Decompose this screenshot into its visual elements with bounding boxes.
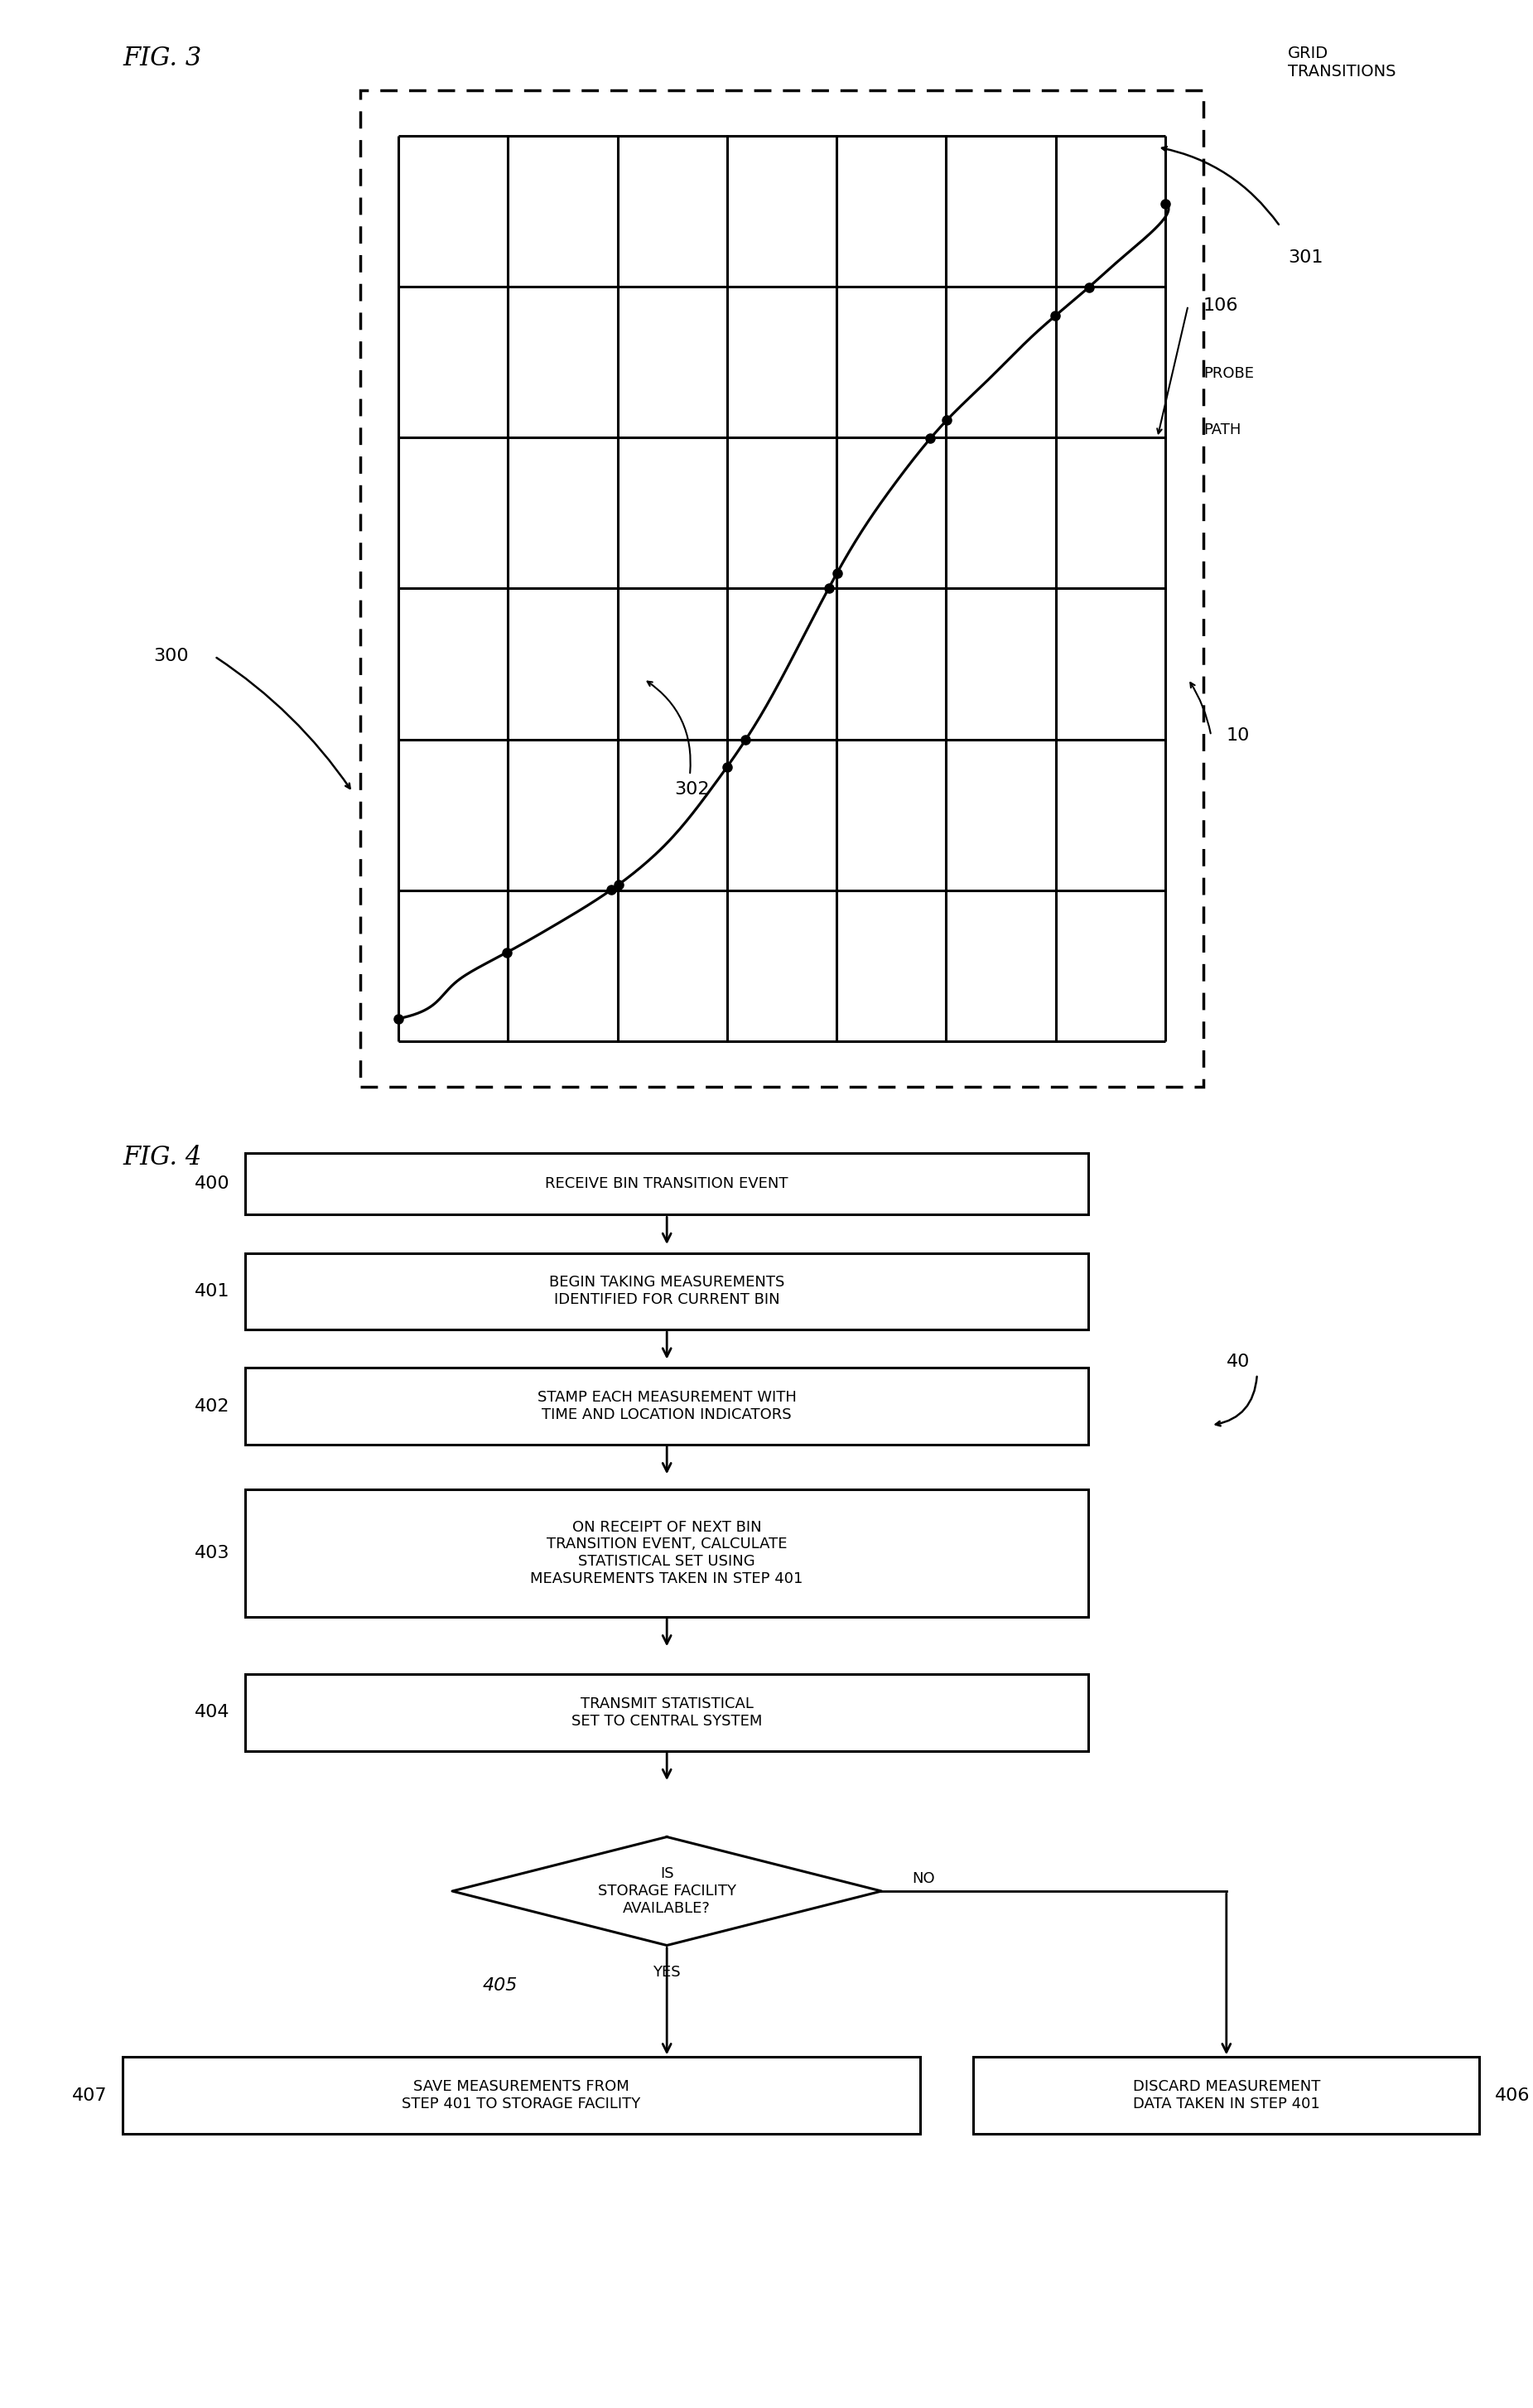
FancyBboxPatch shape [245,1252,1088,1329]
Text: SAVE MEASUREMENTS FROM
STEP 401 TO STORAGE FACILITY: SAVE MEASUREMENTS FROM STEP 401 TO STORA… [402,2078,641,2112]
Text: RECEIVE BIN TRANSITION EVENT: RECEIVE BIN TRANSITION EVENT [546,1178,788,1192]
Bar [360,92,1203,1086]
Text: NO: NO [912,1871,935,1885]
Text: 400: 400 [195,1175,230,1192]
Text: PATH: PATH [1203,424,1242,438]
Text: IS
STORAGE FACILITY
AVAILABLE?: IS STORAGE FACILITY AVAILABLE? [598,1866,736,1917]
Text: 402: 402 [195,1399,230,1413]
Text: 300: 300 [153,648,189,665]
FancyBboxPatch shape [973,2056,1479,2133]
Text: YES: YES [653,1965,681,1979]
Text: 301: 301 [1288,248,1323,265]
Text: 401: 401 [195,1283,230,1300]
Text: 407: 407 [72,2088,107,2105]
Text: GRID
TRANSITIONS: GRID TRANSITIONS [1288,46,1397,79]
Text: BEGIN TAKING MEASUREMENTS
IDENTIFIED FOR CURRENT BIN: BEGIN TAKING MEASUREMENTS IDENTIFIED FOR… [549,1276,785,1308]
FancyBboxPatch shape [245,1368,1088,1445]
Text: PROBE: PROBE [1203,366,1254,380]
Text: 406: 406 [1495,2088,1530,2105]
Text: FIG. 3: FIG. 3 [123,46,201,70]
Text: 403: 403 [195,1544,230,1560]
Text: 106: 106 [1203,296,1239,313]
Text: 404: 404 [195,1705,230,1722]
Text: STAMP EACH MEASUREMENT WITH
TIME AND LOCATION INDICATORS: STAMP EACH MEASUREMENT WITH TIME AND LOC… [537,1389,797,1423]
Text: ON RECEIPT OF NEXT BIN
TRANSITION EVENT, CALCULATE
STATISTICAL SET USING
MEASURE: ON RECEIPT OF NEXT BIN TRANSITION EVENT,… [530,1519,803,1587]
Text: 10: 10 [1226,727,1249,744]
Text: TRANSMIT STATISTICAL
SET TO CENTRAL SYSTEM: TRANSMIT STATISTICAL SET TO CENTRAL SYST… [572,1695,762,1729]
Text: 40: 40 [1226,1353,1249,1370]
FancyBboxPatch shape [245,1153,1088,1214]
Polygon shape [452,1837,881,1946]
FancyBboxPatch shape [245,1674,1088,1751]
Text: 302: 302 [675,780,710,797]
FancyBboxPatch shape [123,2056,920,2133]
Text: FIG. 4: FIG. 4 [123,1144,201,1170]
Text: DISCARD MEASUREMENT
DATA TAKEN IN STEP 401: DISCARD MEASUREMENT DATA TAKEN IN STEP 4… [1133,2078,1320,2112]
FancyBboxPatch shape [245,1488,1088,1616]
Text: 405: 405 [483,1977,518,1994]
